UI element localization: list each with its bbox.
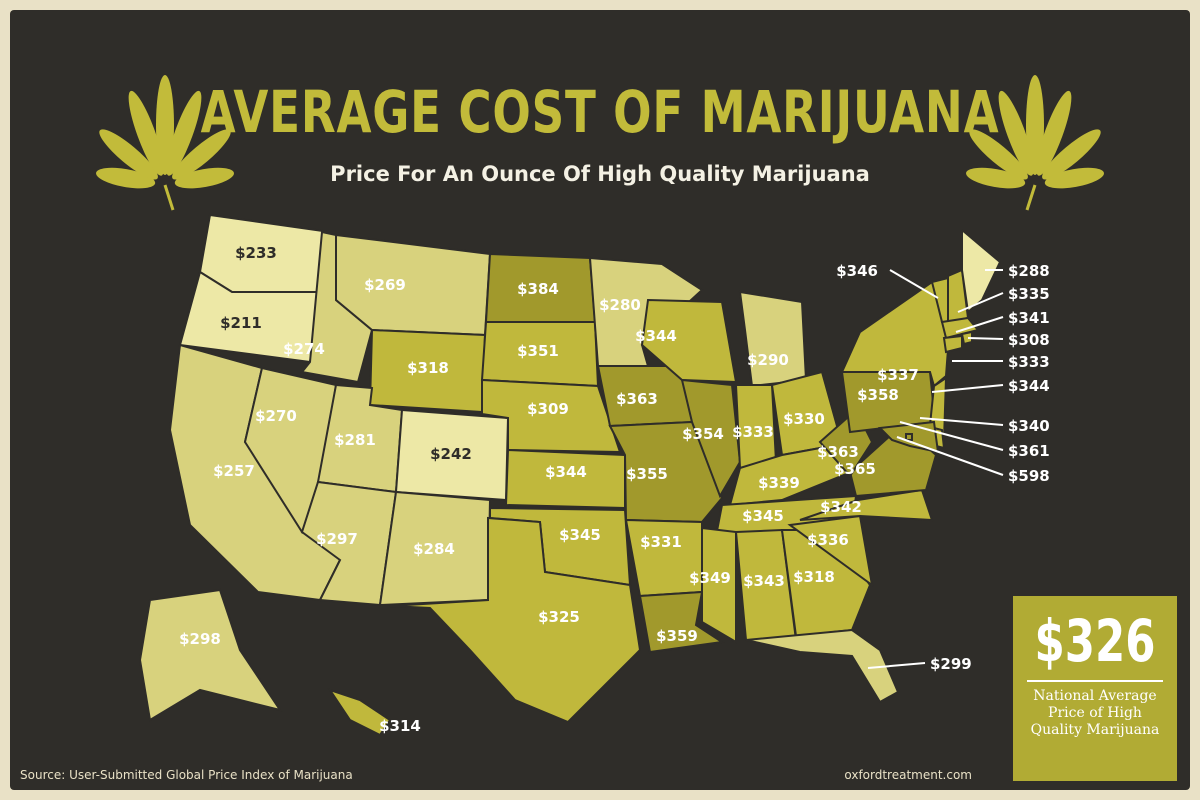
price-label-sd: $351 [517, 342, 559, 360]
divider [1027, 680, 1163, 682]
price-label-tx: $325 [538, 608, 580, 626]
page-subtitle: Price For An Ounce Of High Quality Marij… [330, 162, 870, 186]
price-label-il: $354 [682, 425, 724, 443]
state-ma[interactable] [940, 316, 980, 340]
price-label-wy: $318 [407, 359, 449, 377]
state-ms[interactable] [701, 526, 737, 644]
leader-line [919, 417, 1004, 426]
price-label-ma: $341 [1008, 309, 1050, 327]
price-label-nd: $384 [517, 280, 559, 298]
price-label-dc: $598 [1008, 467, 1050, 485]
price-label-id: $274 [283, 340, 325, 358]
price-label-ky: $339 [758, 474, 800, 492]
price-label-ri: $308 [1008, 331, 1050, 349]
cannabis-leaf-icon [96, 75, 234, 211]
price-label-al: $343 [743, 572, 785, 590]
price-label-ga: $318 [793, 568, 835, 586]
price-label-hi: $314 [379, 717, 421, 735]
state-ak[interactable] [138, 588, 283, 722]
state-wi[interactable] [640, 298, 738, 384]
source-note: Source: User-Submitted Global Price Inde… [20, 768, 353, 782]
price-label-sc: $336 [807, 531, 849, 549]
price-label-ne: $309 [527, 400, 569, 418]
price-label-pa: $358 [857, 386, 899, 404]
leader-line [931, 384, 1004, 393]
state-mt[interactable] [335, 233, 492, 337]
price-label-tn: $345 [742, 507, 784, 525]
leader-line [955, 316, 1004, 333]
price-label-co: $242 [430, 445, 472, 463]
price-label-ar: $331 [640, 533, 682, 551]
price-label-in: $333 [732, 423, 774, 441]
price-label-nh: $335 [1008, 285, 1050, 303]
price-label-fl: $299 [930, 655, 972, 673]
price-label-mi: $290 [747, 351, 789, 369]
cannabis-leaf-icon [966, 75, 1104, 211]
state-sc[interactable] [787, 514, 874, 588]
price-label-de: $340 [1008, 417, 1050, 435]
price-label-ms: $349 [689, 569, 731, 587]
price-label-nv: $270 [255, 407, 297, 425]
state-nc[interactable] [799, 488, 934, 522]
price-label-ct: $333 [1008, 353, 1050, 371]
leader-line [967, 337, 1004, 340]
national-average-value: $326 [1034, 607, 1156, 675]
price-label-ok: $345 [559, 526, 601, 544]
state-tx[interactable] [389, 516, 642, 724]
price-label-me: $288 [1008, 262, 1050, 280]
price-label-nj: $344 [1008, 377, 1050, 395]
leader-line [896, 436, 1004, 476]
price-label-nc: $342 [820, 498, 862, 516]
page-title: AVERAGE COST OF MARIJUANA [200, 78, 1000, 146]
leader-line [867, 662, 926, 669]
state-hi[interactable] [327, 688, 392, 737]
state-la[interactable] [638, 590, 725, 654]
price-label-nm: $284 [413, 540, 455, 558]
national-average-box: $326 National Average Price of High Qual… [1013, 596, 1177, 781]
state-fl[interactable] [745, 628, 900, 704]
price-label-ny: $337 [877, 366, 919, 384]
state-ct[interactable] [942, 334, 963, 354]
state-il[interactable] [680, 378, 742, 499]
leader-line [899, 421, 1004, 451]
national-average-label: National Average Price of High Quality M… [1030, 688, 1160, 738]
price-label-wa: $233 [235, 244, 277, 262]
price-label-ut: $281 [334, 431, 376, 449]
price-label-ca: $257 [213, 462, 255, 480]
price-label-wi: $344 [635, 327, 677, 345]
leader-line [957, 292, 1004, 313]
state-dc[interactable] [905, 433, 913, 441]
price-label-va: $365 [834, 460, 876, 478]
price-label-ia: $363 [616, 390, 658, 408]
price-label-oh: $330 [783, 410, 825, 428]
state-ri[interactable] [960, 330, 973, 346]
price-label-mt: $269 [364, 276, 406, 294]
price-label-vt: $346 [836, 262, 878, 280]
price-label-mn: $280 [599, 296, 641, 314]
price-label-az: $297 [316, 530, 358, 548]
price-label-ks: $344 [545, 463, 587, 481]
price-label-md: $361 [1008, 442, 1050, 460]
price-label-wv: $363 [817, 443, 859, 461]
state-me[interactable] [961, 227, 1002, 314]
price-label-la: $359 [656, 627, 698, 645]
price-label-or: $211 [220, 314, 262, 332]
price-label-ak: $298 [179, 630, 221, 648]
site-credit: oxfordtreatment.com [844, 768, 972, 782]
leader-line [889, 269, 939, 299]
state-mi[interactable] [738, 290, 808, 388]
price-label-mo: $355 [626, 465, 668, 483]
